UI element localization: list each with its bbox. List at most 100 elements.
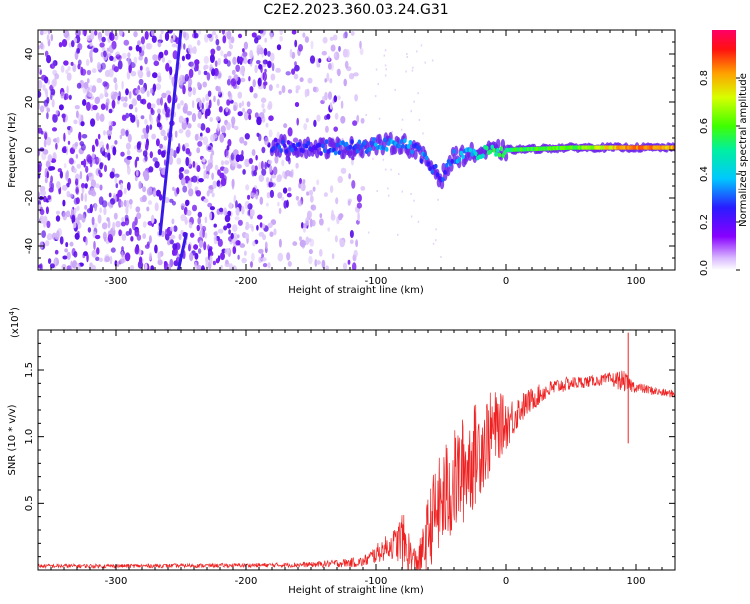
- x-tick-label: 100: [626, 276, 645, 287]
- ridge-core: [357, 139, 362, 145]
- noise-speck: [118, 229, 122, 237]
- noise-speck: [299, 178, 302, 185]
- noise-speck: [372, 157, 374, 160]
- snr-xlabel: Height of straight line (km): [288, 585, 424, 596]
- noise-speck: [139, 65, 143, 71]
- ridge-core: [319, 151, 323, 156]
- noise-speck: [327, 227, 331, 232]
- noise-speck: [217, 86, 221, 96]
- noise-speck: [356, 114, 360, 123]
- ridge-core: [306, 140, 311, 146]
- noise-speck: [307, 210, 313, 219]
- noise-speck: [301, 222, 304, 229]
- noise-speck: [304, 88, 308, 98]
- ridge-core: [494, 152, 498, 157]
- noise-speck: [171, 201, 176, 206]
- noise-speck: [228, 75, 232, 81]
- noise-speck: [184, 73, 189, 82]
- noise-speck: [42, 84, 46, 91]
- noise-speck: [376, 190, 378, 193]
- noise-speck: [350, 31, 355, 36]
- noise-speck: [86, 253, 89, 263]
- noise-speck: [89, 42, 93, 47]
- noise-speck: [262, 234, 266, 241]
- noise-speck: [437, 198, 439, 201]
- noise-speck: [282, 170, 285, 178]
- noise-speck: [214, 60, 218, 67]
- noise-speck: [176, 187, 180, 195]
- noise-speck: [146, 90, 150, 98]
- noise-speck: [87, 172, 93, 177]
- noise-speck: [277, 201, 280, 207]
- noise-speck: [96, 77, 103, 84]
- noise-speck: [178, 128, 184, 134]
- noise-speck: [161, 92, 167, 99]
- noise-speck: [319, 213, 323, 219]
- noise-speck: [54, 249, 59, 255]
- noise-speck: [208, 162, 213, 169]
- noise-speck: [149, 87, 154, 94]
- noise-speck: [77, 48, 80, 54]
- noise-speck: [378, 117, 381, 120]
- noise-speck: [192, 46, 197, 54]
- snr-ylabel: SNR (10 * v/v): [7, 404, 18, 475]
- noise-speck: [144, 118, 148, 125]
- noise-speck: [226, 145, 230, 151]
- ridge-core: [363, 140, 367, 146]
- noise-speck: [316, 114, 321, 122]
- noise-speck: [264, 68, 267, 73]
- noise-speck: [51, 232, 57, 240]
- noise-speck: [45, 90, 48, 98]
- noise-speck: [134, 246, 140, 255]
- noise-speck: [226, 99, 231, 106]
- noise-speck: [140, 36, 145, 45]
- noise-speck: [186, 111, 193, 116]
- noise-speck: [325, 265, 329, 270]
- noise-speck: [440, 255, 442, 258]
- noise-speck: [105, 98, 110, 106]
- noise-speck: [250, 192, 256, 198]
- noise-speck: [68, 157, 74, 165]
- noise-speck: [197, 123, 202, 128]
- snr-marks: [38, 332, 675, 570]
- noise-speck: [259, 30, 264, 34]
- noise-speck: [262, 72, 265, 80]
- noise-speck: [124, 214, 129, 221]
- noise-speck: [169, 239, 174, 245]
- spectrogram-noise: [38, 30, 442, 270]
- noise-speck: [357, 211, 360, 222]
- noise-speck: [203, 55, 209, 64]
- snr-scale-close: ): [10, 307, 21, 311]
- noise-speck: [193, 30, 197, 39]
- noise-speck: [226, 51, 232, 57]
- noise-speck: [217, 228, 224, 234]
- noise-speck: [230, 78, 237, 87]
- noise-speck: [397, 233, 399, 236]
- noise-speck: [308, 255, 313, 265]
- noise-speck: [226, 79, 231, 86]
- ridge-core: [384, 147, 389, 152]
- noise-speck: [172, 243, 178, 250]
- noise-speck: [44, 132, 48, 140]
- noise-speck: [225, 259, 229, 265]
- ridge-core: [301, 148, 305, 154]
- noise-speck: [46, 220, 51, 229]
- noise-speck: [75, 178, 79, 186]
- noise-speck: [203, 198, 209, 203]
- noise-speck: [243, 111, 249, 121]
- noise-speck: [122, 114, 127, 121]
- noise-speck: [110, 198, 116, 205]
- noise-speck: [205, 256, 209, 263]
- noise-speck: [51, 79, 56, 88]
- ridge-core: [672, 145, 675, 150]
- noise-speck: [219, 207, 224, 213]
- noise-speck: [100, 103, 106, 110]
- noise-speck: [285, 71, 291, 76]
- noise-speck: [215, 38, 220, 46]
- noise-speck: [209, 255, 213, 265]
- ridge-core: [335, 142, 340, 148]
- noise-speck: [124, 96, 128, 102]
- noise-speck: [127, 133, 132, 143]
- snr-line: [38, 370, 675, 570]
- noise-speck: [270, 52, 275, 62]
